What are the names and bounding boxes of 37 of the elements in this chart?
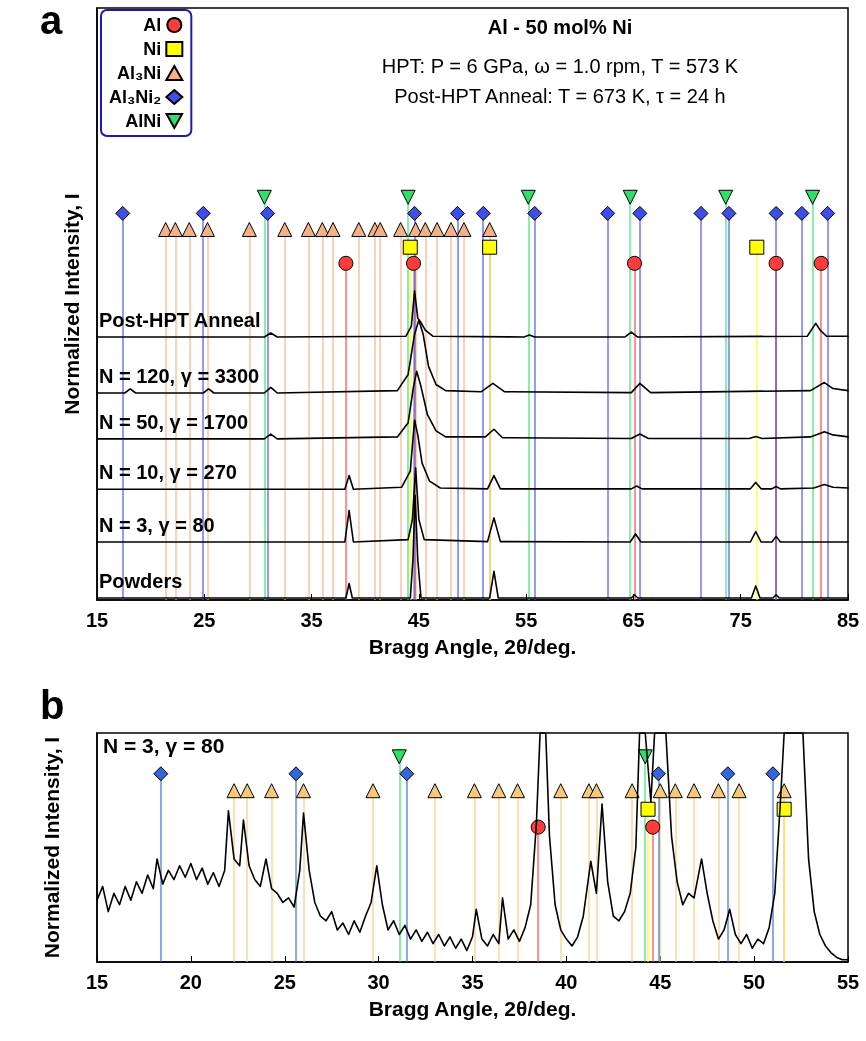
legend-label: Al₃Ni₂ <box>108 87 162 107</box>
text: b <box>40 683 65 727</box>
series-label: N = 10, γ = 270 <box>99 461 237 484</box>
text: a <box>40 0 63 42</box>
series-label: Post-HPT Anneal <box>99 309 261 332</box>
x-tick-label: 55 <box>836 971 860 993</box>
x-tick-label: 25 <box>193 609 216 631</box>
x-tick-label: 20 <box>179 971 202 993</box>
series-label: Powders <box>99 569 183 592</box>
annotation: N = 3, γ = 80 <box>103 734 225 757</box>
series-label: N = 120, γ = 3300 <box>99 365 260 387</box>
chart-subtitle: HPT: P = 6 GPa, ω = 1.0 rpm, T = 573 K Post-HPT Anneal: T = 673 K, τ = 24 h <box>381 55 739 107</box>
series-label: N = 50, γ = 1700 <box>99 410 249 433</box>
x-axis-title: Bragg Angle, 2θ/deg. <box>368 635 577 658</box>
x-tick-label: 65 <box>622 609 645 631</box>
y-axis-title: Normalized Intensity, I <box>59 193 83 415</box>
legend-label: AlNi <box>125 111 162 131</box>
chart-title: Al - 50 mol% Ni <box>487 16 633 38</box>
x-axis-title: Bragg Angle, 2θ/deg. <box>368 997 577 1020</box>
x-tick-label: 30 <box>367 971 390 993</box>
x-tick-label: 35 <box>300 609 323 631</box>
x-tick-label: 55 <box>515 609 538 631</box>
x-tick-label: 75 <box>729 609 752 631</box>
series-label: N = 3, γ = 80 <box>99 514 215 537</box>
x-tick-label: 45 <box>649 971 672 993</box>
x-tick-label: 15 <box>85 609 109 631</box>
x-tick-label: 50 <box>743 971 766 993</box>
x-tick-label: 85 <box>836 609 860 631</box>
x-tick-label: 15 <box>85 971 109 993</box>
legend-label: Ni <box>143 39 162 59</box>
x-tick-label: 25 <box>273 971 296 993</box>
legend-label: Al₃Ni <box>116 63 162 83</box>
x-tick-label: 40 <box>555 971 578 993</box>
x-tick-label: 45 <box>407 609 430 631</box>
y-axis-title: Normalized Intensity, I <box>39 736 63 959</box>
legend-label: Al <box>143 15 162 35</box>
x-tick-label: 35 <box>461 971 484 993</box>
